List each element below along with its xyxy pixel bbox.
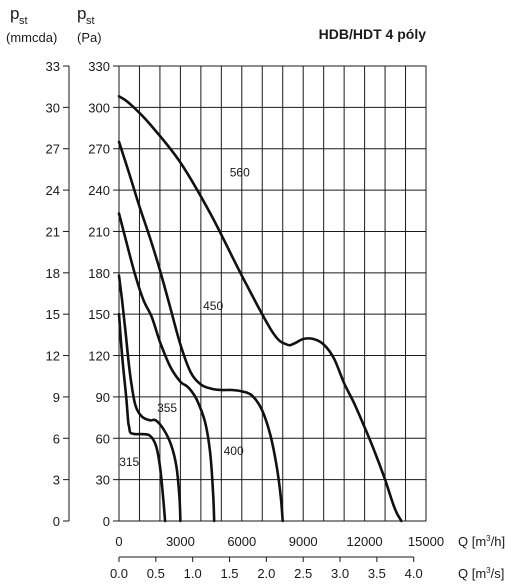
x-axis-label-m3h: Q [m3/h] bbox=[458, 534, 505, 549]
curve-label-450: 450 bbox=[203, 299, 223, 313]
x-tick-label-m3s: 1.5 bbox=[220, 566, 238, 581]
y-tick-label-mmcda: 6 bbox=[53, 431, 60, 446]
y-axis-label-pa-subscript: st bbox=[86, 15, 95, 27]
x-tick-label-m3h: 3000 bbox=[166, 534, 195, 549]
fan-curve-355 bbox=[117, 274, 182, 523]
curve-label-355: 355 bbox=[157, 401, 177, 415]
x-tick-label-m3s: 1.0 bbox=[184, 566, 202, 581]
x-axis-label-m3h-sup: 3 bbox=[486, 534, 491, 543]
x-tick-label-m3h: 0 bbox=[115, 534, 122, 549]
curve-label-315: 315 bbox=[119, 455, 139, 469]
chart-title: HDB/HDT 4 póly bbox=[319, 26, 427, 42]
y-tick-label-mmcda: 18 bbox=[46, 266, 60, 281]
x-tick-label-m3s: 2.0 bbox=[257, 566, 275, 581]
y-tick-label-pa: 90 bbox=[96, 390, 110, 405]
y-tick-label-pa: 270 bbox=[88, 142, 110, 157]
y-tick-label-pa: 180 bbox=[88, 266, 110, 281]
y-axis-label-pa-symbol: p bbox=[77, 4, 86, 23]
x-tick-label-m3s: 3.0 bbox=[331, 566, 349, 581]
x-tick-label-m3s: 0.0 bbox=[110, 566, 128, 581]
y-tick-label-mmcda: 27 bbox=[46, 142, 60, 157]
y-tick-label-mmcda: 30 bbox=[46, 100, 60, 115]
grid bbox=[118, 65, 427, 522]
x-axis-label-m3s-suffix: /s] bbox=[491, 566, 505, 581]
plot-frame bbox=[118, 65, 427, 522]
y-tick-label-pa: 0 bbox=[103, 514, 110, 529]
x-axis-label-m3s-sup: 3 bbox=[486, 566, 491, 575]
y-axis-label-pa-unit: (Pa) bbox=[77, 30, 102, 45]
fan-curves bbox=[117, 95, 403, 523]
y-tick-label-pa: 210 bbox=[88, 224, 110, 239]
y-tick-label-mmcda: 3 bbox=[53, 473, 60, 488]
x-axis-label-m3s: Q [m3/s] bbox=[458, 566, 504, 581]
y-tick-label-mmcda: 9 bbox=[53, 390, 60, 405]
curve-label-400: 400 bbox=[224, 444, 244, 458]
y-tick-label-mmcda: 12 bbox=[46, 349, 60, 364]
y-tick-label-pa: 330 bbox=[88, 59, 110, 74]
curve-label-560: 560 bbox=[230, 165, 250, 179]
y-axis-label-mmcda-subscript: st bbox=[19, 15, 28, 27]
y-tick-label-pa: 240 bbox=[88, 183, 110, 198]
x-tick-label-m3s: 3.5 bbox=[368, 566, 386, 581]
y-axis-label-mmcda-unit: (mmcda) bbox=[6, 30, 57, 45]
y-tick-label-mmcda: 15 bbox=[46, 307, 60, 322]
x-axis-label-m3h-prefix: Q [m bbox=[458, 534, 486, 549]
x-tick-label-m3h: 15000 bbox=[408, 534, 444, 549]
x-axis-label-m3h-suffix: /h] bbox=[491, 534, 505, 549]
y-tick-label-pa: 30 bbox=[96, 473, 110, 488]
x-tick-label-m3h: 12000 bbox=[347, 534, 383, 549]
y-tick-label-mmcda: 0 bbox=[53, 514, 60, 529]
x-tick-label-m3s: 2.5 bbox=[294, 566, 312, 581]
y-tick-label-mmcda: 21 bbox=[46, 224, 60, 239]
y-tick-label-pa: 60 bbox=[96, 431, 110, 446]
fan-curve-400 bbox=[117, 212, 216, 523]
y-tick-label-pa: 120 bbox=[88, 349, 110, 364]
fan-curve-315 bbox=[117, 312, 167, 523]
fan-curve-560 bbox=[117, 95, 403, 523]
y-axis-label-mmcda-symbol: p bbox=[10, 4, 19, 23]
y-tick-label-mmcda: 33 bbox=[46, 59, 60, 74]
y-tick-label-pa: 150 bbox=[88, 307, 110, 322]
x-tick-label-m3h: 9000 bbox=[289, 534, 318, 549]
fan-curve-450 bbox=[117, 140, 284, 523]
x-tick-label-m3h: 6000 bbox=[227, 534, 256, 549]
y-tick-label-pa: 300 bbox=[88, 100, 110, 115]
x-tick-label-m3s: 0.5 bbox=[147, 566, 165, 581]
y-tick-label-mmcda: 24 bbox=[46, 183, 60, 198]
curve-labels: 315 355 400 450 560 bbox=[119, 165, 250, 469]
x-axis-label-m3s-prefix: Q [m bbox=[458, 566, 486, 581]
x-tick-label-m3s: 4.0 bbox=[405, 566, 423, 581]
